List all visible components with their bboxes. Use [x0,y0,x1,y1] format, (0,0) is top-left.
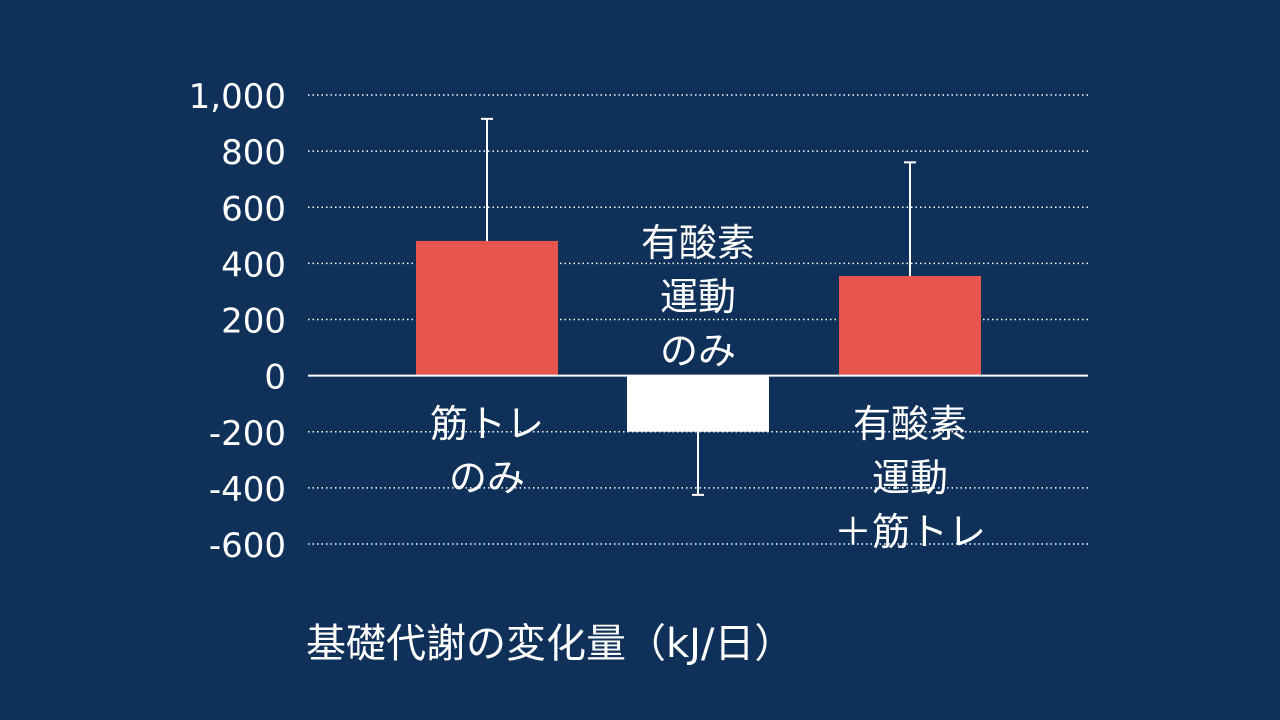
category-label: 筋トレのみ [430,402,544,500]
bar [627,375,769,432]
bars [416,240,981,432]
y-tick-label: 800 [221,133,286,173]
error-bars [481,117,916,496]
y-tick-label: 0 [264,358,286,398]
category-label: 有酸素運動＋筋トレ [834,402,986,554]
y-tick-label: -200 [209,414,286,454]
bar [416,240,558,376]
y-tick-label: 600 [221,189,286,229]
y-tick-label: -400 [209,470,286,510]
y-tick-label: 200 [221,302,286,342]
y-tick-label: -600 [209,526,286,566]
chart-caption: 基礎代謝の変化量（kJ/日） [306,621,795,667]
bar [839,276,981,376]
category-label: 有酸素運動のみ [641,221,755,373]
y-tick-label: 400 [221,245,286,285]
y-tick-labels: 1,000 800 600 400 200 0 -200 -400 -600 [189,77,286,566]
y-tick-label: 1,000 [189,77,286,117]
